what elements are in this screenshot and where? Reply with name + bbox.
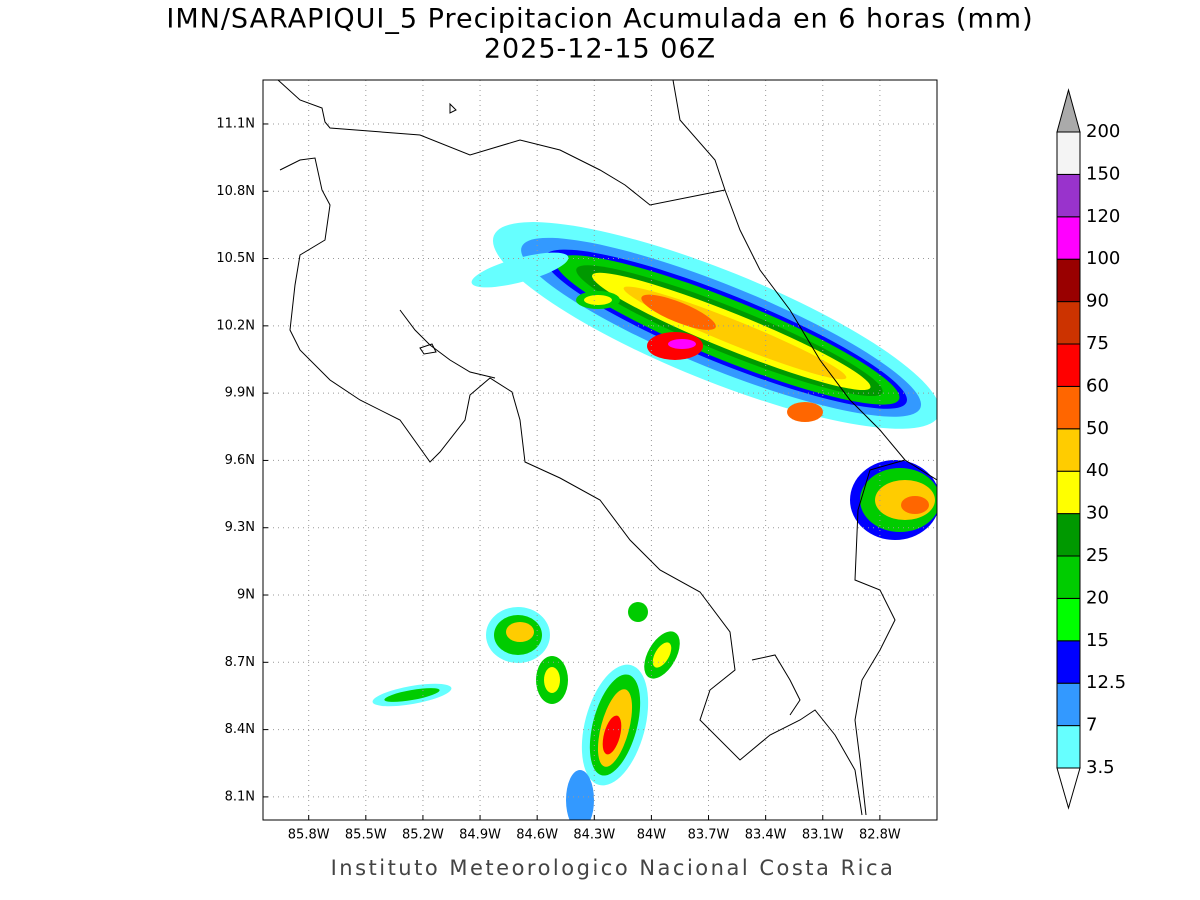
precip-field — [372, 222, 937, 820]
colorbar-over — [1056, 88, 1081, 133]
map-footer: Instituto Meteorologico Nacional Costa R… — [331, 856, 896, 880]
y-tick-label: 10.2N — [216, 318, 255, 333]
y-tick-label: 8.7N — [225, 655, 255, 670]
colorbar-label: 25 — [1086, 545, 1109, 566]
colorbar-label: 200 — [1086, 121, 1120, 142]
colorbar-box — [1056, 173, 1081, 218]
x-tick-label: 84.3W — [573, 828, 615, 843]
y-tick-label: 9N — [237, 588, 255, 603]
colorbar-label: 150 — [1086, 163, 1120, 184]
colorbar-box — [1056, 131, 1081, 175]
colorbar-label: 60 — [1086, 375, 1109, 396]
colorbar-label: 120 — [1086, 206, 1120, 227]
colorbar-label: 20 — [1086, 587, 1109, 608]
x-tick-label: 85.2W — [402, 828, 444, 843]
colorbar-label: 40 — [1086, 460, 1109, 481]
y-tick-label: 8.4N — [225, 722, 255, 737]
colorbar-label: 3.5 — [1086, 757, 1115, 778]
x-tick-label: 83.7W — [688, 828, 730, 843]
y-tick-label: 9.6N — [225, 453, 255, 468]
colorbar-box — [1056, 385, 1081, 430]
colorbar-label: 7 — [1086, 715, 1097, 736]
x-tick-label: 84W — [637, 828, 667, 843]
map-title: IMN/SARAPIQUI_5 Precipitacion Acumulada … — [166, 4, 1033, 35]
colorbar-label: 30 — [1086, 503, 1109, 524]
colorbar-label: 75 — [1086, 333, 1109, 354]
x-tick-label: 84.9W — [459, 828, 501, 843]
coastlines — [277, 80, 937, 816]
colorbar-box — [1056, 725, 1081, 769]
colorbar-box — [1056, 216, 1081, 260]
colorbar-box — [1056, 682, 1081, 727]
colorbar-box — [1056, 555, 1081, 599]
y-tick-label: 8.1N — [225, 789, 255, 804]
x-tick-label: 83.4W — [745, 828, 787, 843]
colorbar-under — [1056, 767, 1081, 810]
x-tick-label: 84.6W — [516, 828, 558, 843]
y-tick-label: 11.1N — [216, 116, 255, 131]
colorbar-box — [1056, 513, 1081, 557]
colorbar-label: 12.5 — [1086, 672, 1126, 693]
colorbar-label: 50 — [1086, 418, 1109, 439]
colorbar-box — [1056, 597, 1081, 642]
x-tick-label: 82.8W — [859, 828, 901, 843]
x-tick-label: 85.8W — [288, 828, 330, 843]
x-tick-label: 85.5W — [345, 828, 387, 843]
colorbar-label: 90 — [1086, 291, 1109, 312]
colorbar-box — [1056, 343, 1081, 387]
colorbar-box — [1056, 258, 1081, 303]
colorbar-label: 100 — [1086, 248, 1120, 269]
map-frame — [262, 79, 938, 821]
y-tick-label: 10.8N — [216, 184, 255, 199]
colorbar-box — [1056, 640, 1081, 684]
x-tick-label: 83.1W — [802, 828, 844, 843]
colorbar-box — [1056, 301, 1081, 345]
colorbar-label: 15 — [1086, 630, 1109, 651]
map-subtitle: 2025-12-15 06Z — [484, 34, 716, 65]
y-tick-label: 9.9N — [225, 386, 255, 401]
colorbar-box — [1056, 470, 1081, 515]
colorbar-box — [1056, 428, 1081, 472]
y-tick-label: 9.3N — [225, 520, 255, 535]
y-tick-label: 10.5N — [216, 251, 255, 266]
